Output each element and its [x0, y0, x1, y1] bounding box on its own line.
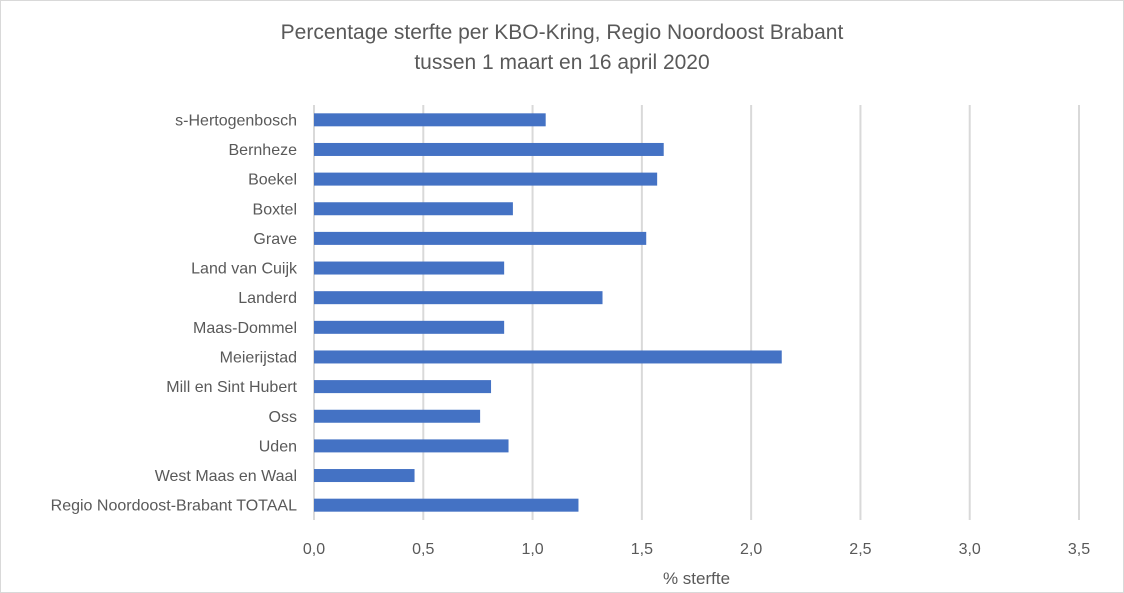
bar [314, 142, 664, 156]
y-category-label: Meierijstad [220, 349, 297, 366]
y-category-label: Regio Noordoost-Brabant TOTAAL [51, 498, 297, 515]
y-category-label: Grave [253, 231, 297, 248]
bar [314, 320, 505, 334]
x-tick-label: 0,5 [412, 541, 434, 558]
bar [314, 261, 505, 275]
y-category-label: West Maas en Waal [155, 468, 297, 485]
x-tick-label: 0,0 [303, 541, 325, 558]
y-category-label: Maas-Dommel [193, 320, 297, 337]
bar [314, 291, 603, 305]
x-tick-label: 3,5 [1068, 541, 1090, 558]
y-category-label: Land van Cuijk [191, 261, 298, 278]
y-category-label: s-Hertogenbosch [175, 112, 297, 129]
y-category-label: Mill en Sint Hubert [166, 379, 297, 396]
bar [314, 409, 481, 423]
x-tick-label: 1,0 [521, 541, 543, 558]
chart-title-line-1: Percentage sterfte per KBO-Kring, Regio … [280, 21, 844, 44]
bar [314, 439, 509, 453]
y-category-label: Oss [269, 409, 297, 426]
y-category-label: Uden [259, 438, 297, 455]
y-category-label: Boxtel [253, 201, 297, 218]
x-tick-label: 3,0 [959, 541, 981, 558]
bar [314, 350, 782, 364]
x-axis-title: % sterfte [663, 569, 730, 588]
x-tick-label: 2,5 [849, 541, 871, 558]
bar [314, 231, 647, 245]
y-category-label: Landerd [238, 290, 297, 307]
bar [314, 380, 492, 394]
bar [314, 498, 579, 512]
y-category-label: Bernheze [229, 142, 298, 159]
bar [314, 113, 546, 127]
chart-title-line-2: tussen 1 maart en 16 april 2020 [414, 51, 710, 74]
y-category-label: Boekel [248, 172, 297, 189]
bar [314, 172, 658, 186]
bar [314, 469, 415, 483]
x-tick-label: 2,0 [740, 541, 762, 558]
bar [314, 202, 513, 216]
x-tick-label: 1,5 [631, 541, 653, 558]
